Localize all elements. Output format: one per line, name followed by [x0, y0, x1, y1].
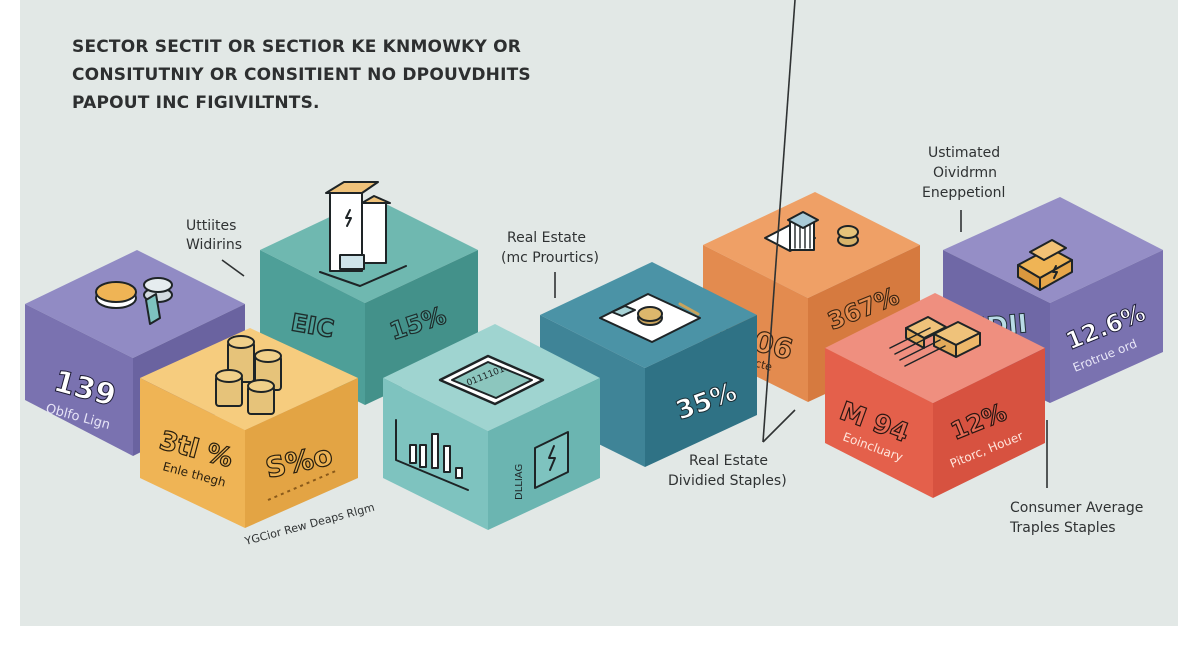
- svg-text:(mc Prourtics): (mc Prourtics): [501, 250, 599, 266]
- svg-text:Widirins: Widirins: [186, 237, 242, 253]
- svg-text:Real Estate: Real Estate: [689, 453, 768, 469]
- callout-real-estate-top: Real Estate (mc Prourtics): [501, 230, 599, 298]
- page-title: SECTOR SECTIT OR SECTIOR KE KNMOWKY OR C…: [72, 37, 531, 113]
- svg-text:Oividrmn: Oividrmn: [933, 165, 997, 181]
- cube-yellow: 3tl % Enle thegh S%o: [140, 328, 358, 528]
- callout-consumer: Consumer Average Traples Staples: [1009, 420, 1143, 536]
- svg-text:Traples Staples: Traples Staples: [1009, 520, 1116, 536]
- dashed-divider: [267, 469, 339, 501]
- safe-coin-icon: [599, 293, 701, 343]
- coin-stacks-icon: [215, 335, 282, 415]
- gold-bars-icon: [889, 316, 981, 367]
- cube-teal-dark: EIC Ovid Etzinary 15%: [260, 181, 478, 405]
- svg-text:Real Estate: Real Estate: [507, 230, 586, 246]
- cube-teal-light: 0111101 DLLIAG: [383, 324, 600, 530]
- lightning-panel-icon: [534, 431, 569, 489]
- svg-text:Ustimated: Ustimated: [928, 145, 1000, 161]
- callout-real-estate-bottom: Real Estate Dividied Staples): [668, 0, 796, 489]
- svg-text:Uttiites: Uttiites: [186, 218, 236, 234]
- monitor-icon: 0111101: [438, 354, 545, 406]
- svg-text:SECTOR SECTIT OR SECTIOR KE KN: SECTOR SECTIT OR SECTIOR KE KNMOWKY OR: [72, 37, 521, 57]
- bar-chart-icon: [395, 419, 469, 491]
- callout-estimated: Ustimated Oividrmn Eneppetionl: [922, 145, 1005, 232]
- callout-utilities: Uttiites Widirins: [186, 218, 245, 277]
- coins-money-icon: [95, 277, 173, 325]
- svg-text:Dividied Staples): Dividied Staples): [668, 473, 787, 489]
- svg-text:Consumer Average: Consumer Average: [1010, 500, 1143, 516]
- svg-text:DLLIAG: DLLIAG: [514, 464, 525, 500]
- svg-text:PAPOUT INC FIGIVILTNTS.: PAPOUT INC FIGIVILTNTS.: [72, 93, 320, 113]
- buildings-power-icon: [319, 181, 407, 287]
- svg-text:Eneppetionl: Eneppetionl: [922, 185, 1005, 201]
- svg-text:CONSITUTNIY OR CONSITIENT NO D: CONSITUTNIY OR CONSITIENT NO DPOUVDHITS: [72, 65, 531, 85]
- power-plant-icon: [1017, 239, 1073, 291]
